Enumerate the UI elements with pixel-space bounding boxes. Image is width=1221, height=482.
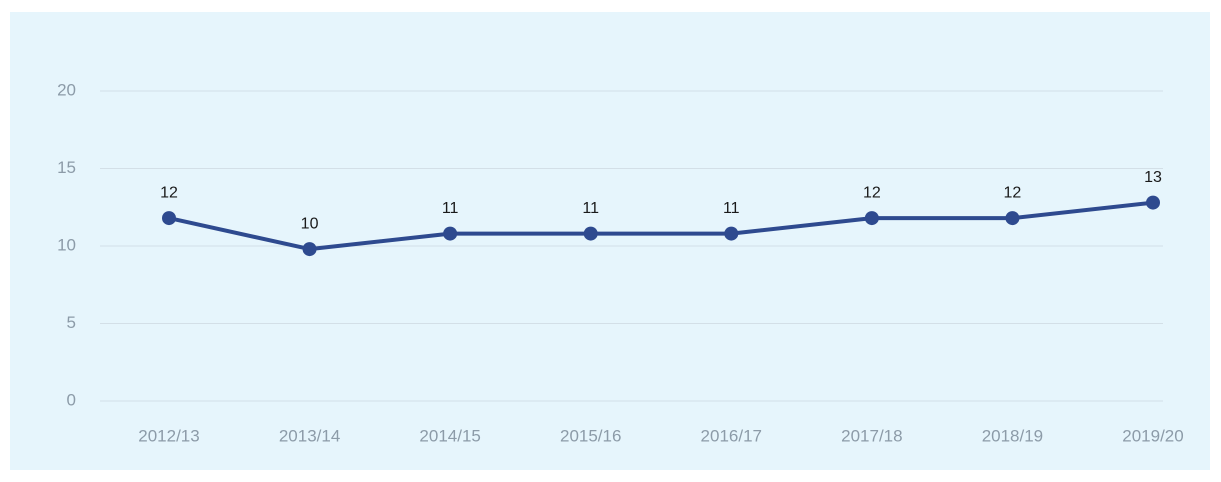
chart-background: [10, 12, 1210, 470]
data-label: 11: [723, 200, 740, 217]
data-label: 10: [301, 215, 319, 232]
data-point: [864, 211, 879, 226]
x-tick-label: 2019/20: [1122, 426, 1183, 445]
x-tick-label: 2013/14: [279, 426, 340, 445]
x-tick-label: 2015/16: [560, 426, 621, 445]
data-label: 11: [582, 200, 599, 217]
data-point: [443, 226, 458, 241]
x-tick-label: 2016/17: [701, 426, 762, 445]
data-point: [302, 242, 317, 257]
data-point: [583, 226, 598, 241]
data-point: [1005, 211, 1020, 226]
x-tick-label: 2014/15: [419, 426, 480, 445]
data-point: [1146, 195, 1160, 210]
data-label: 13: [1144, 169, 1162, 186]
x-tick-label: 2012/13: [138, 426, 199, 445]
y-tick-label: 20: [57, 80, 76, 99]
x-tick-label: 2017/18: [841, 426, 902, 445]
y-tick-label: 15: [57, 158, 76, 177]
data-label: 12: [1004, 184, 1022, 201]
y-tick-label: 0: [67, 390, 76, 409]
x-tick-label: 2018/19: [982, 426, 1043, 445]
y-tick-label: 5: [67, 313, 76, 332]
data-point: [162, 211, 176, 226]
data-point: [724, 226, 739, 241]
data-label: 11: [442, 200, 459, 217]
data-label: 12: [863, 184, 881, 201]
series-line: [168, 200, 1154, 252]
data-label: 12: [160, 184, 178, 201]
y-tick-label: 10: [57, 235, 76, 254]
